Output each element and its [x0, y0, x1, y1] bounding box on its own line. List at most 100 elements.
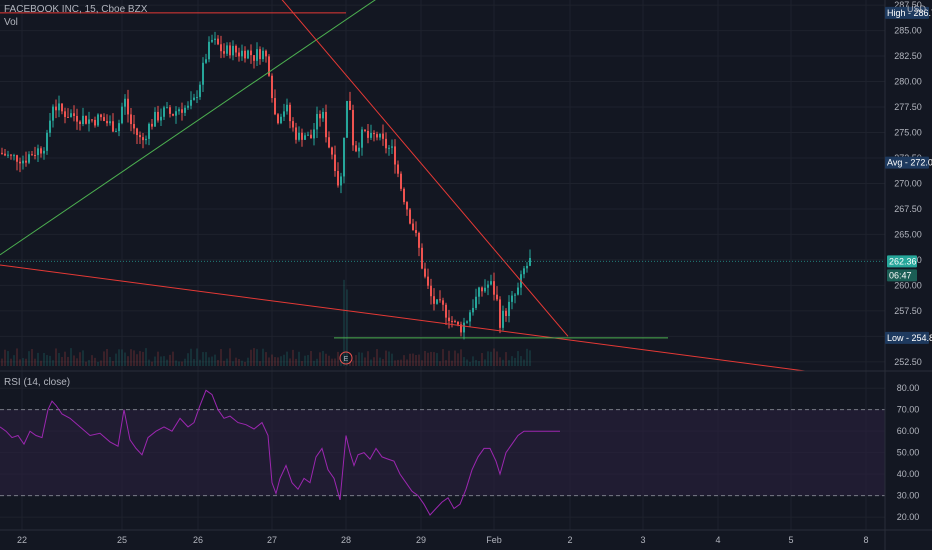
volume-bar — [409, 353, 411, 366]
volume-bar — [100, 360, 102, 366]
volume-bar — [289, 358, 291, 366]
price-tag-box — [887, 269, 917, 282]
candle-body — [133, 124, 135, 129]
rsi-axis[interactable]: 20.00 30.00 40.00 50.00 60.00 70.00 80.00 — [897, 383, 920, 522]
volume-bar — [322, 350, 324, 366]
volume-bar — [97, 361, 99, 366]
candle-body — [205, 59, 207, 63]
volume-bar — [394, 360, 396, 366]
candle-body — [493, 281, 495, 295]
volume-bar — [79, 352, 81, 366]
trend-lines[interactable] — [0, 0, 806, 372]
candle-body — [139, 135, 141, 138]
time-axis[interactable]: 22 25 26 27 28 29 Feb 2 3 4 5 8 — [17, 535, 869, 545]
volume-bar — [229, 348, 231, 366]
volume-bar — [328, 355, 330, 366]
candle-body — [148, 123, 150, 139]
volume-bar — [415, 354, 417, 366]
symbol-title[interactable]: FACEBOOK INC, 15, Cboe BZX — [4, 4, 148, 15]
candle-body — [310, 134, 312, 139]
volume-bar — [274, 357, 276, 366]
candle-body — [49, 120, 51, 133]
candle-body — [403, 188, 405, 203]
volume-bar — [277, 357, 279, 366]
volume-bar — [499, 357, 501, 366]
trend-line — [0, 264, 806, 372]
candle-body — [193, 97, 195, 100]
price-tick-label: 267.50 — [894, 204, 922, 214]
volume-bar — [337, 351, 339, 366]
rsi-title[interactable]: RSI (14, close) — [4, 377, 71, 388]
candle-body — [445, 304, 447, 318]
candle-body — [121, 106, 123, 124]
volume-bar — [265, 352, 267, 366]
volume-bar — [190, 348, 192, 366]
candle-body — [478, 287, 480, 297]
candle-body — [259, 49, 261, 60]
currency-label[interactable]: USD — [906, 4, 926, 14]
volume-bar — [256, 349, 258, 366]
candle-body — [214, 38, 216, 40]
volume-bar — [379, 357, 381, 366]
candle-body — [304, 135, 306, 140]
volume-bar — [457, 353, 459, 366]
time-tick-label: 27 — [267, 535, 277, 545]
candle-body — [313, 129, 315, 139]
candle-body — [325, 111, 327, 138]
candle-body — [97, 114, 99, 126]
volume-bar — [40, 360, 42, 366]
candle-body — [58, 103, 60, 111]
earnings-marker[interactable]: E — [339, 351, 353, 365]
time-tick-label: 28 — [341, 535, 351, 545]
volume-bar — [199, 359, 201, 366]
candle-body — [163, 107, 165, 117]
candle-body — [226, 45, 228, 54]
candle-body — [40, 148, 42, 154]
candle-body — [358, 147, 360, 152]
volume-bar — [310, 350, 312, 366]
volume-bar — [178, 361, 180, 366]
candle-body — [295, 127, 297, 140]
time-tick-label: 26 — [193, 535, 203, 545]
candle-body — [421, 247, 423, 269]
candle-body — [124, 98, 126, 107]
candle-body — [274, 98, 276, 115]
volume-bar — [76, 358, 78, 366]
volume-bar — [391, 353, 393, 366]
volume-bar — [463, 357, 465, 366]
volume-bar — [517, 351, 519, 366]
volume-bar — [235, 357, 237, 366]
volume-bar — [217, 360, 219, 366]
time-tick-label: 3 — [640, 535, 645, 545]
volume-bar — [250, 349, 252, 366]
price-axis[interactable]: 252.50255.00257.50260.00262.50265.00267.… — [894, 0, 922, 367]
volume-bar — [7, 351, 9, 366]
candle-body — [229, 45, 231, 56]
volume-bar — [244, 361, 246, 366]
price-tick-label: 280.00 — [894, 77, 922, 87]
volume-bar — [370, 359, 372, 366]
volume-bar — [241, 360, 243, 366]
candle-body — [286, 104, 288, 112]
volume-bar — [355, 355, 357, 366]
volume-bar — [205, 352, 207, 366]
candle-body — [217, 38, 219, 45]
volume-bar — [361, 352, 363, 366]
volume-bar — [10, 358, 12, 366]
candle-body — [112, 121, 114, 132]
candles — [1, 31, 531, 340]
volume-bar — [133, 350, 135, 366]
candle-body — [427, 276, 429, 286]
volume-bar — [403, 355, 405, 366]
volume-bar — [91, 355, 93, 366]
candle-body — [103, 117, 105, 121]
candle-body — [178, 109, 180, 112]
candle-body — [382, 133, 384, 139]
candle-body — [271, 75, 273, 99]
candle-body — [82, 115, 84, 124]
candle-body — [292, 121, 294, 128]
volume-bar — [442, 349, 444, 366]
volume-bar — [502, 359, 504, 366]
volume-label[interactable]: Vol — [4, 17, 18, 28]
price-tag-box — [885, 156, 929, 169]
